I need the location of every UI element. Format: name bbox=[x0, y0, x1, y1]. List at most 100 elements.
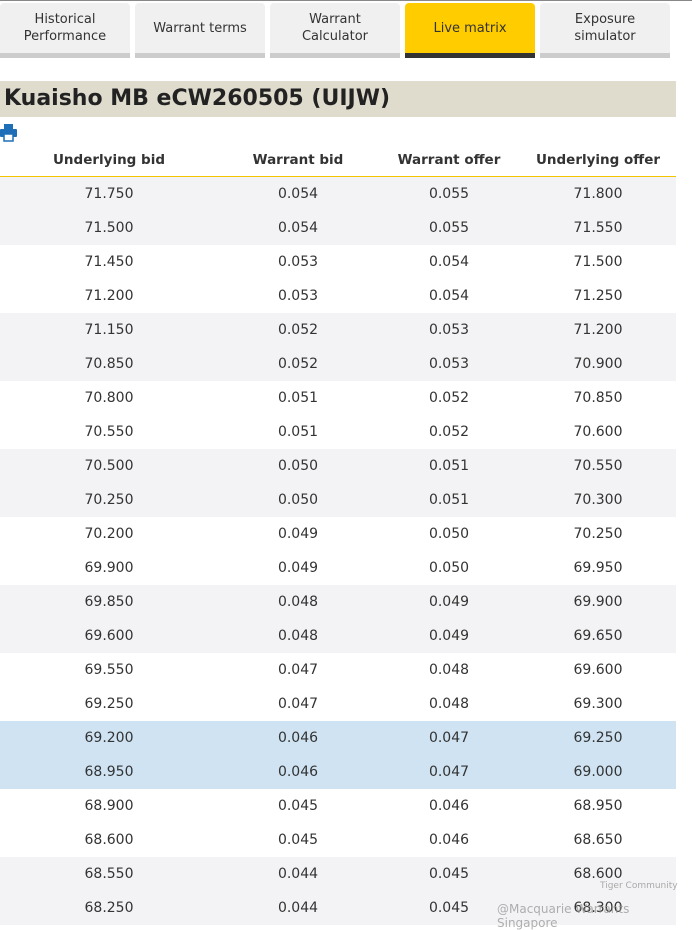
table-cell: 0.055 bbox=[428, 186, 470, 202]
table-cell: 68.650 bbox=[573, 832, 623, 848]
table-row: 70.500 0.050 0.051 70.550 bbox=[0, 449, 676, 483]
tab[interactable]: Live matrix bbox=[405, 3, 535, 58]
table-cell: 0.048 bbox=[428, 662, 470, 678]
table-row: 70.200 0.049 0.050 70.250 bbox=[0, 517, 676, 551]
table-cell: 71.500 bbox=[573, 254, 623, 270]
table-cell: 69.650 bbox=[573, 628, 623, 644]
table-cell: 68.600 bbox=[573, 866, 623, 882]
table-row: 68.950 0.046 0.047 69.000 bbox=[0, 755, 676, 789]
table-cell: 70.850 bbox=[84, 356, 134, 372]
table-row: 70.250 0.050 0.051 70.300 bbox=[0, 483, 676, 517]
table-row: 68.900 0.045 0.046 68.950 bbox=[0, 789, 676, 823]
table-cell: 0.046 bbox=[277, 730, 319, 746]
table-cell: 0.049 bbox=[277, 526, 319, 542]
page-title: Kuaisho MB eCW260505 (UIJW) bbox=[0, 81, 676, 117]
table-cell: 0.049 bbox=[428, 594, 470, 610]
table-row: 69.200 0.046 0.047 69.250 bbox=[0, 721, 676, 755]
table-cell: 0.047 bbox=[428, 764, 470, 780]
table-cell: 0.051 bbox=[277, 390, 319, 406]
table-cell: 0.050 bbox=[428, 526, 470, 542]
table-cell: 68.600 bbox=[84, 832, 134, 848]
table-cell: 69.900 bbox=[573, 594, 623, 610]
table-cell: 68.950 bbox=[84, 764, 134, 780]
table-cell: 69.900 bbox=[84, 560, 134, 576]
table-cell: 0.045 bbox=[428, 866, 470, 882]
table-cell: 69.250 bbox=[573, 730, 623, 746]
table-cell: 0.053 bbox=[428, 322, 470, 338]
table-row: 70.850 0.052 0.053 70.900 bbox=[0, 347, 676, 381]
table-cell: 68.300 bbox=[573, 900, 623, 916]
column-header[interactable]: Warrant offer bbox=[397, 152, 501, 168]
table-cell: 70.550 bbox=[84, 424, 134, 440]
table-cell: 71.550 bbox=[573, 220, 623, 236]
table-cell: 69.250 bbox=[84, 696, 134, 712]
table-cell: 71.800 bbox=[573, 186, 623, 202]
table-cell: 0.048 bbox=[428, 696, 470, 712]
tab[interactable]: Warrant terms bbox=[135, 3, 265, 58]
table-cell: 0.053 bbox=[277, 254, 319, 270]
table-cell: 69.000 bbox=[573, 764, 623, 780]
table-row: 68.600 0.045 0.046 68.650 bbox=[0, 823, 676, 857]
table-cell: 70.800 bbox=[84, 390, 134, 406]
table-row: 71.500 0.054 0.055 71.550 bbox=[0, 211, 676, 245]
table-cell: 0.049 bbox=[428, 628, 470, 644]
top-line bbox=[0, 0, 692, 1]
table-cell: 0.046 bbox=[428, 832, 470, 848]
table-row: 69.900 0.049 0.050 69.950 bbox=[0, 551, 676, 585]
table-cell: 70.500 bbox=[84, 458, 134, 474]
table-cell: 0.047 bbox=[277, 662, 319, 678]
table-cell: 71.250 bbox=[573, 288, 623, 304]
table-cell: 71.450 bbox=[84, 254, 134, 270]
table-cell: 0.050 bbox=[277, 458, 319, 474]
table-cell: 0.047 bbox=[277, 696, 319, 712]
table-row: 69.250 0.047 0.048 69.300 bbox=[0, 687, 676, 721]
tab[interactable]: Warrant Calculator bbox=[270, 3, 400, 58]
column-header[interactable]: Underlying bid bbox=[52, 152, 166, 168]
table-cell: 0.054 bbox=[277, 186, 319, 202]
table-cell: 0.054 bbox=[277, 220, 319, 236]
column-header[interactable]: Warrant bid bbox=[252, 152, 344, 168]
table-cell: 68.950 bbox=[573, 798, 623, 814]
table-cell: 0.051 bbox=[428, 492, 470, 508]
table-cell: 69.200 bbox=[84, 730, 134, 746]
table-cell: 0.053 bbox=[277, 288, 319, 304]
table-cell: 71.750 bbox=[84, 186, 134, 202]
table-cell: 70.550 bbox=[573, 458, 623, 474]
table-cell: 71.200 bbox=[84, 288, 134, 304]
table-cell: 69.600 bbox=[573, 662, 623, 678]
table-row: 70.550 0.051 0.052 70.600 bbox=[0, 415, 676, 449]
column-header[interactable]: Underlying offer bbox=[535, 152, 661, 168]
table-cell: 0.049 bbox=[277, 560, 319, 576]
table-cell: 0.045 bbox=[277, 798, 319, 814]
table-cell: 0.054 bbox=[428, 288, 470, 304]
table-cell: 70.300 bbox=[573, 492, 623, 508]
table-row: 71.200 0.053 0.054 71.250 bbox=[0, 279, 676, 313]
table-cell: 70.850 bbox=[573, 390, 623, 406]
table-cell: 70.600 bbox=[573, 424, 623, 440]
table-row: 71.150 0.052 0.053 71.200 bbox=[0, 313, 676, 347]
table-cell: 0.055 bbox=[428, 220, 470, 236]
table-cell: 0.051 bbox=[428, 458, 470, 474]
table-cell: 69.600 bbox=[84, 628, 134, 644]
table-row: 70.800 0.051 0.052 70.850 bbox=[0, 381, 676, 415]
table-cell: 0.052 bbox=[428, 390, 470, 406]
table-row: 68.550 0.044 0.045 68.600 bbox=[0, 857, 676, 891]
tab[interactable]: Historical Performance bbox=[0, 3, 130, 58]
table-cell: 0.045 bbox=[277, 832, 319, 848]
table-cell: 0.051 bbox=[277, 424, 319, 440]
table-cell: 70.900 bbox=[573, 356, 623, 372]
table-cell: 71.200 bbox=[573, 322, 623, 338]
table-cell: 70.250 bbox=[573, 526, 623, 542]
table-cell: 0.050 bbox=[277, 492, 319, 508]
table-cell: 71.500 bbox=[84, 220, 134, 236]
table-cell: 0.048 bbox=[277, 628, 319, 644]
tab[interactable]: Exposure simulator bbox=[540, 3, 670, 58]
table-header: Underlying bid Warrant bid Warrant offer Un… bbox=[0, 144, 676, 177]
table-cell: 0.050 bbox=[428, 560, 470, 576]
table-cell: 68.550 bbox=[84, 866, 134, 882]
table-cell: 69.300 bbox=[573, 696, 623, 712]
live-matrix-table: Underlying bid Warrant bid Warrant offer Un… bbox=[0, 144, 676, 925]
table-row: 71.750 0.054 0.055 71.800 bbox=[0, 177, 676, 211]
print-icon[interactable] bbox=[0, 123, 17, 142]
